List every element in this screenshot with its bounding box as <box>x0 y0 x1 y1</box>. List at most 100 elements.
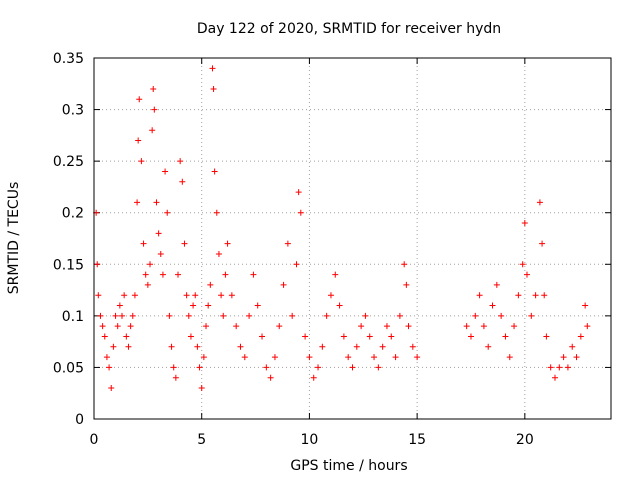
data-point <box>284 240 291 247</box>
data-point <box>129 312 136 319</box>
data-point <box>149 127 156 134</box>
data-point <box>194 343 201 350</box>
data-point <box>582 302 589 309</box>
data-point <box>228 292 235 299</box>
data-point <box>114 323 121 330</box>
data-point <box>310 374 317 381</box>
data-point <box>332 271 339 278</box>
y-tick-label: 0.1 <box>62 309 84 325</box>
data-point <box>101 333 108 340</box>
data-point <box>306 354 313 361</box>
data-point <box>511 323 518 330</box>
data-point <box>183 292 190 299</box>
data-point <box>502 333 509 340</box>
data-point <box>584 323 591 330</box>
data-point <box>403 281 410 288</box>
data-point <box>375 364 382 371</box>
data-point <box>224 240 231 247</box>
data-point <box>97 312 104 319</box>
data-point <box>523 271 530 278</box>
data-point <box>569 343 576 350</box>
data-point <box>383 323 390 330</box>
data-point <box>222 271 229 278</box>
data-point <box>131 292 138 299</box>
data-point <box>379 343 386 350</box>
data-point <box>353 343 360 350</box>
y-axis-label: SRMTID / TECUs <box>6 182 22 295</box>
data-point <box>127 323 134 330</box>
y-tick-label: 0.35 <box>53 51 84 67</box>
chart-title: Day 122 of 2020, SRMTID for receiver hyd… <box>197 21 501 37</box>
data-point <box>543 333 550 340</box>
data-point <box>205 302 212 309</box>
y-tick-label: 0.05 <box>53 360 84 376</box>
data-point <box>185 312 192 319</box>
data-point <box>198 385 205 392</box>
data-point <box>289 312 296 319</box>
data-point <box>276 323 283 330</box>
data-point <box>371 354 378 361</box>
data-point <box>349 364 356 371</box>
data-point <box>164 209 171 216</box>
data-point <box>119 312 126 319</box>
data-point <box>476 292 483 299</box>
data-point <box>134 199 141 206</box>
data-point <box>106 364 113 371</box>
data-point <box>358 323 365 330</box>
x-tick-label: 0 <box>90 432 99 448</box>
data-point <box>200 354 207 361</box>
data-point <box>541 292 548 299</box>
data-point <box>366 333 373 340</box>
data-point <box>192 292 199 299</box>
data-point <box>362 312 369 319</box>
y-tick-label: 0 <box>75 412 84 428</box>
data-point <box>532 292 539 299</box>
data-point <box>547 364 554 371</box>
data-point <box>112 312 119 319</box>
data-point <box>271 354 278 361</box>
data-point <box>263 364 270 371</box>
plot-frame <box>93 57 612 420</box>
data-point <box>94 261 101 268</box>
data-point <box>480 323 487 330</box>
data-point <box>319 343 326 350</box>
data-point <box>155 230 162 237</box>
y-tick-label: 0.3 <box>62 103 84 119</box>
data-point <box>159 271 166 278</box>
data-point <box>203 323 210 330</box>
data-point <box>396 312 403 319</box>
data-point <box>556 364 563 371</box>
x-tick-label: 5 <box>197 432 206 448</box>
data-point <box>528 312 535 319</box>
data-point <box>138 158 145 165</box>
data-point <box>168 343 175 350</box>
data-point <box>125 343 132 350</box>
data-point <box>388 333 395 340</box>
data-point <box>392 354 399 361</box>
data-point <box>539 240 546 247</box>
y-tick-label: 0.15 <box>53 257 84 273</box>
data-point <box>142 271 149 278</box>
data-point <box>409 343 416 350</box>
data-point <box>536 199 543 206</box>
data-point <box>116 302 123 309</box>
data-point <box>175 271 182 278</box>
data-point <box>95 292 102 299</box>
data-point <box>293 261 300 268</box>
data-point <box>297 209 304 216</box>
data-point <box>157 250 164 257</box>
data-point <box>121 292 128 299</box>
y-axis-ticks: 0 0.05 0.1 0.15 0.2 0.25 0.3 0.35 <box>53 51 611 428</box>
data-point <box>315 364 322 371</box>
data-point <box>213 209 220 216</box>
data-point <box>551 374 558 381</box>
data-point <box>136 96 143 103</box>
data-point <box>170 364 177 371</box>
data-point <box>323 312 330 319</box>
data-point <box>144 281 151 288</box>
data-point <box>103 354 110 361</box>
data-point <box>493 281 500 288</box>
data-point <box>123 333 130 340</box>
y-tick-label: 0.2 <box>62 206 84 222</box>
